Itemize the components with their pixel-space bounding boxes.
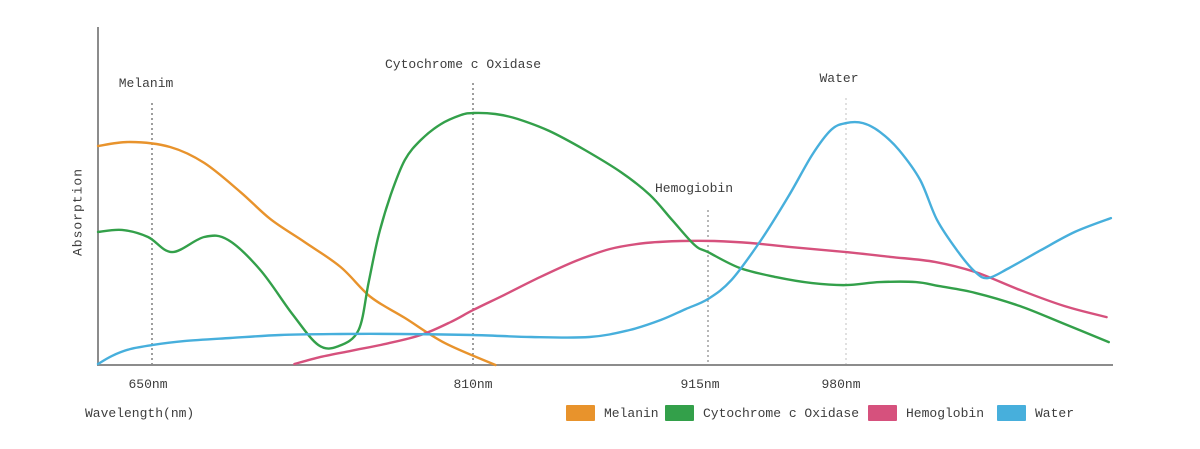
legend-swatch-icon	[997, 405, 1026, 421]
x-axis-label: Wavelength(nm)	[85, 406, 195, 421]
legend-label: Water	[1035, 405, 1075, 421]
legend-swatch-icon	[868, 405, 897, 421]
legend-item-melanin: Melanin	[566, 404, 659, 422]
legend-label: Melanin	[604, 405, 659, 421]
annotation-label-810nm: Cytochrome c Oxidase	[384, 57, 542, 72]
curve-water	[96, 120, 1113, 366]
legend-item-hemoglobin: Hemoglobin	[868, 404, 984, 422]
y-axis-label: Absorption	[70, 167, 86, 257]
annotation-label-650nm: Melanim	[118, 76, 174, 91]
x-tick-915nm: 915nm	[680, 377, 720, 392]
curve-melanin	[96, 140, 497, 367]
x-tick-650nm: 650nm	[128, 377, 168, 392]
legend-swatch-icon	[566, 405, 595, 421]
x-tick-980nm: 980nm	[821, 377, 861, 392]
curve-hemoglobin	[293, 239, 1108, 366]
x-tick-810nm: 810nm	[453, 377, 493, 392]
annotation-label-980nm: Water	[819, 71, 859, 86]
legend-item-water: Water	[997, 404, 1074, 422]
legend-label: Cytochrome c Oxidase	[703, 405, 860, 421]
legend-swatch-icon	[665, 405, 694, 421]
legend-item-cytochrome-c-oxidase: Cytochrome c Oxidase	[665, 404, 859, 422]
annotation-label-915nm: Hemogiobin	[654, 181, 734, 196]
curve-cytochrome-c-oxidase	[96, 111, 1110, 350]
legend-label: Hemoglobin	[906, 405, 985, 421]
